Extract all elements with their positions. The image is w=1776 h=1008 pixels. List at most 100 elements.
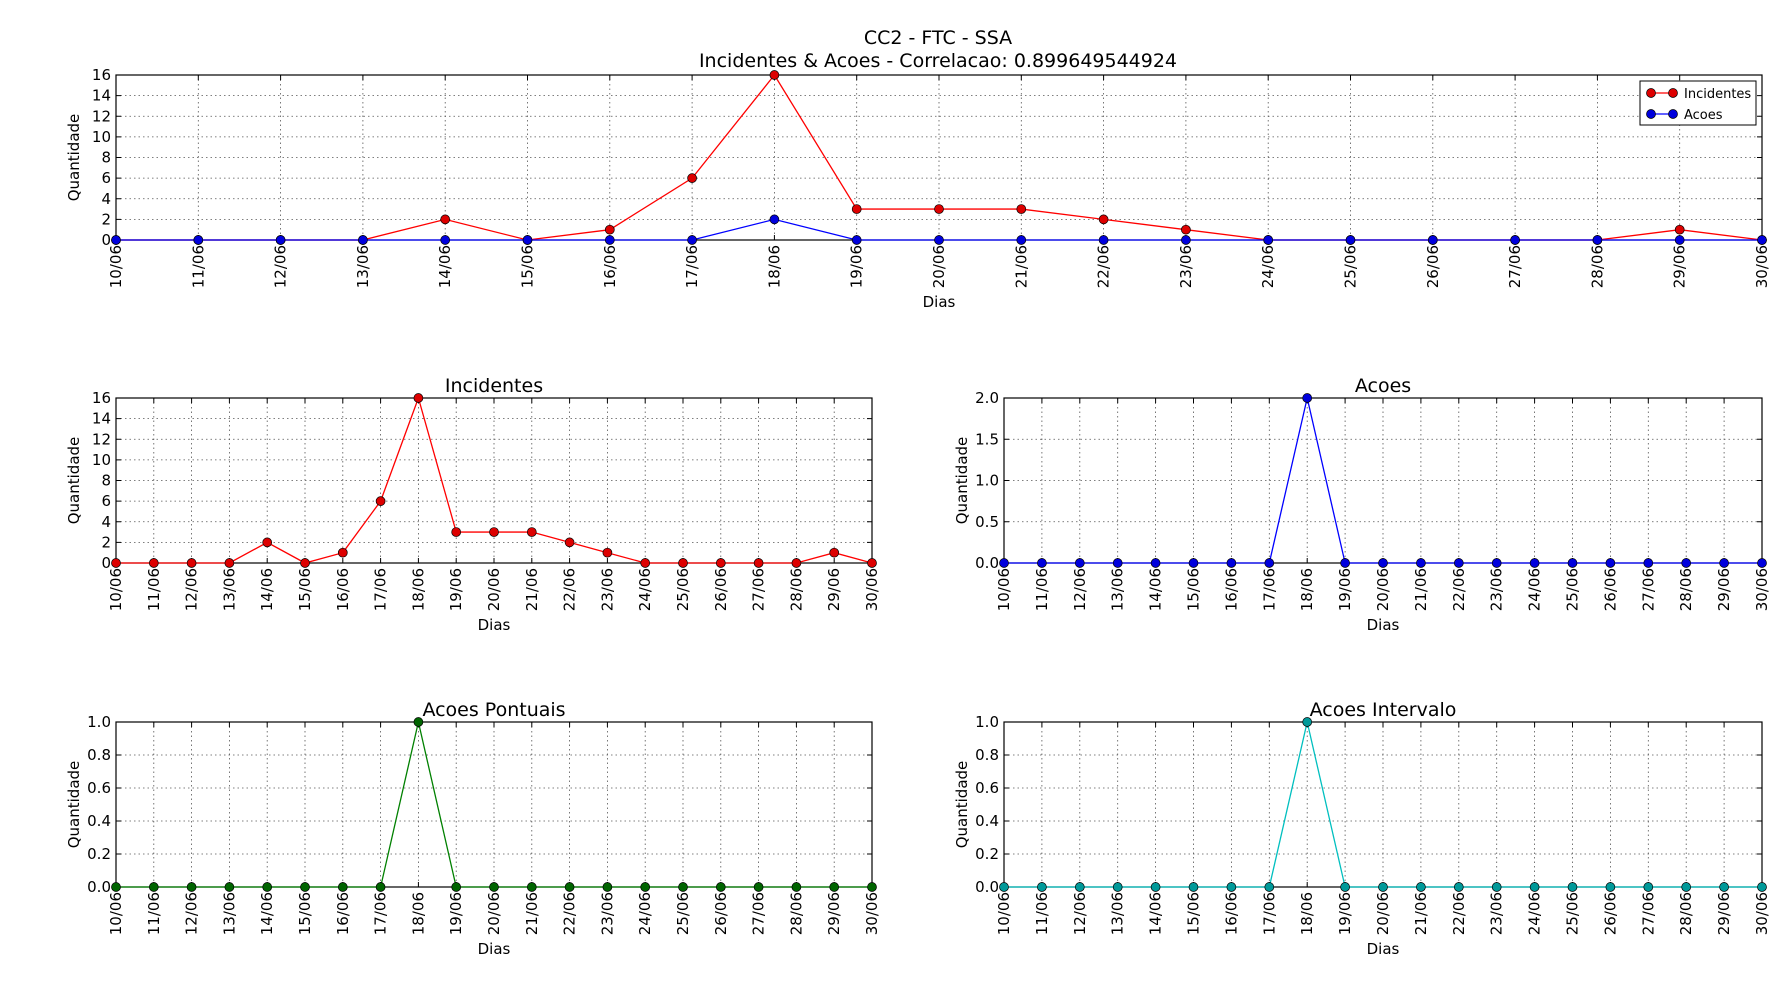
x-tick-label: 10/06 — [107, 568, 125, 611]
data-point — [148, 558, 159, 568]
legend-marker — [1646, 109, 1656, 119]
data-point — [111, 235, 121, 245]
y-tick-label: 10 — [92, 128, 111, 146]
x-tick-label: 30/06 — [1753, 568, 1771, 611]
data-point — [262, 537, 273, 548]
x-tick-label: 24/06 — [636, 568, 654, 611]
data-point — [687, 235, 697, 245]
y-axis-label: Quantidade — [65, 114, 83, 202]
data-point — [1674, 224, 1685, 235]
chart-title: Acoes — [1355, 375, 1411, 397]
data-point — [851, 235, 862, 245]
x-tick-label: 11/06 — [145, 892, 163, 935]
x-tick-label: 19/06 — [848, 245, 866, 288]
chart-title: Acoes Intervalo — [1310, 699, 1457, 721]
x-tick-label: 19/06 — [447, 568, 465, 611]
data-point — [934, 204, 944, 214]
data-point — [867, 882, 877, 892]
x-tick-label: 19/06 — [1336, 568, 1354, 611]
chart-incidentes-acoes-combined: 0 2 4 6 8 10 12 14 16 10/06 11/06 12/06 13/06 14/06 15… — [65, 66, 1771, 311]
x-tick-label: 28/06 — [1677, 568, 1695, 611]
data-point — [715, 558, 726, 568]
data-point — [1037, 882, 1047, 892]
y-tick-label: 1.0 — [975, 472, 999, 490]
x-tick-label: 24/06 — [1526, 892, 1544, 935]
data-point — [300, 882, 310, 892]
x-tick-label: 15/06 — [519, 245, 537, 288]
data-point — [300, 558, 310, 568]
data-point — [413, 393, 424, 403]
x-tick-label: 10/06 — [995, 892, 1013, 935]
data-point — [753, 558, 764, 568]
x-tick-label: 25/06 — [1564, 568, 1582, 611]
data-point — [564, 882, 575, 892]
data-point — [1605, 882, 1616, 892]
x-tick-label: 26/06 — [1601, 892, 1619, 935]
x-tick-label: 17/06 — [372, 568, 390, 611]
data-point — [1453, 882, 1464, 892]
x-tick-label: 14/06 — [258, 892, 276, 935]
x-tick-label: 15/06 — [1185, 568, 1203, 611]
data-point — [451, 882, 462, 892]
data-point — [186, 882, 197, 892]
y-tick-label: 0 — [101, 231, 111, 249]
x-tick-label: 12/06 — [183, 568, 201, 611]
data-point — [999, 558, 1009, 568]
x-tick-label: 11/06 — [1033, 892, 1051, 935]
x-tick-label: 17/06 — [683, 245, 701, 288]
x-tick-label: 18/06 — [409, 568, 427, 611]
data-point — [1150, 558, 1161, 568]
data-point — [413, 717, 424, 727]
figure-subtitle: Incidentes & Acoes - Correlacao: 0.89964… — [699, 50, 1177, 72]
y-tick-label: 6 — [101, 169, 111, 187]
y-tick-label: 0 — [101, 554, 111, 572]
x-tick-label: 19/06 — [1336, 892, 1354, 935]
data-point — [602, 882, 613, 892]
x-tick-label: 18/06 — [1298, 568, 1316, 611]
x-tick-label: 12/06 — [1071, 892, 1089, 935]
chart-title: Incidentes — [445, 375, 543, 397]
y-axis-label: Quantidade — [953, 437, 971, 525]
x-tick-label: 14/06 — [258, 568, 276, 611]
y-tick-label: 0.8 — [87, 746, 111, 764]
legend-marker — [1668, 88, 1678, 98]
data-point — [526, 882, 537, 892]
chart-title: Acoes Pontuais — [422, 699, 565, 721]
x-axis-label: Dias — [923, 293, 956, 311]
data-point — [1345, 235, 1356, 245]
x-tick-label: 20/06 — [485, 892, 503, 935]
legend-marker — [1646, 88, 1656, 98]
data-point — [1719, 558, 1729, 568]
data-point — [715, 882, 726, 892]
legend: Incidentes Acoes — [1639, 80, 1757, 126]
data-point — [148, 882, 159, 892]
x-tick-label: 21/06 — [523, 892, 541, 935]
x-tick-label: 23/06 — [1488, 568, 1506, 611]
plot-frame — [115, 397, 873, 564]
x-tick-label: 13/06 — [1109, 568, 1127, 611]
x-tick-label: 20/06 — [1374, 568, 1392, 611]
x-tick-label: 21/06 — [1412, 892, 1430, 935]
x-tick-label: 24/06 — [1526, 568, 1544, 611]
legend-label: Incidentes — [1684, 87, 1751, 102]
x-tick-label: 23/06 — [598, 568, 616, 611]
data-point — [262, 882, 273, 892]
data-point — [224, 558, 235, 568]
data-point — [275, 235, 286, 245]
data-point — [1567, 882, 1578, 892]
x-tick-label: 30/06 — [863, 568, 881, 611]
data-point — [1757, 882, 1767, 892]
y-tick-label: 0.0 — [975, 878, 999, 896]
data-point — [602, 547, 613, 558]
x-tick-label: 16/06 — [601, 245, 619, 288]
y-tick-label: 16 — [92, 66, 111, 84]
x-tick-label: 22/06 — [1450, 892, 1468, 935]
data-point — [604, 235, 615, 245]
x-axis-label: Dias — [1367, 616, 1400, 634]
x-tick-label: 29/06 — [1715, 568, 1733, 611]
data-point — [867, 558, 877, 568]
data-point — [224, 882, 235, 892]
x-tick-label: 14/06 — [1147, 892, 1165, 935]
data-point — [440, 214, 451, 225]
x-tick-label: 17/06 — [1260, 892, 1278, 935]
